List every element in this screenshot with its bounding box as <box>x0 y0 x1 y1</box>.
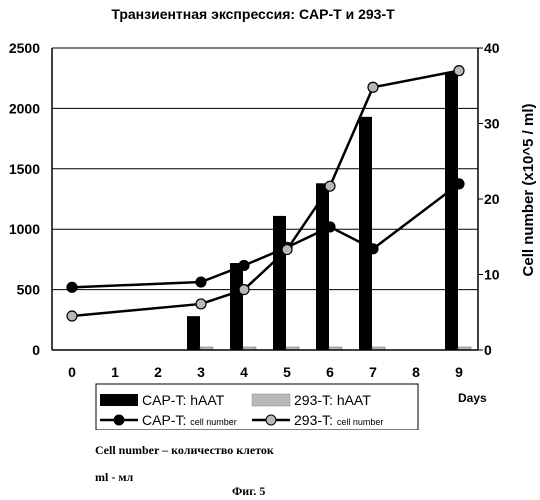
note-cell-number: Cell number – количество клеток <box>95 443 274 458</box>
y-tick-label: 500 <box>17 282 41 298</box>
data-point <box>196 299 206 309</box>
note-ml: ml - мл <box>95 470 133 485</box>
data-point <box>368 244 378 254</box>
x-tick-label: 1 <box>111 364 119 380</box>
y-tick-label: 2000 <box>9 100 40 116</box>
data-point <box>67 311 77 321</box>
bar <box>316 183 329 350</box>
series-line <box>72 184 459 287</box>
y2-tick-label: 30 <box>484 116 500 132</box>
legend: CAP-T: hAAT293-T: hAATCAP-T: cell number… <box>96 384 418 430</box>
x-tick-label: 6 <box>326 364 334 380</box>
x-tick-label: 8 <box>412 364 420 380</box>
bar <box>273 216 286 350</box>
legend-marker <box>266 415 276 425</box>
x-tick-label: 9 <box>455 364 463 380</box>
y-tick-label: 2500 <box>9 40 40 56</box>
x-tick-label: 7 <box>369 364 377 380</box>
data-point <box>67 282 77 292</box>
data-point <box>282 245 292 255</box>
y2-tick-label: 40 <box>484 40 500 56</box>
line-group <box>67 66 464 321</box>
x-tick-label: 4 <box>240 364 248 380</box>
x-tick-label: 5 <box>283 364 291 380</box>
bar <box>359 117 372 350</box>
legend-marker <box>114 415 124 425</box>
bar <box>187 316 200 350</box>
x-unit-label: Days <box>458 391 487 405</box>
bar-group <box>187 72 471 350</box>
x-tick-label: 0 <box>68 364 76 380</box>
data-point <box>325 222 335 232</box>
data-point <box>368 82 378 92</box>
y2-tick-label: 20 <box>484 191 500 207</box>
chart-title: Транзиентная экспрессия: CAP-T и 293-T <box>111 6 395 22</box>
x-tick-label: 3 <box>197 364 205 380</box>
x-tick-labels: 0 1 2 3 4 5 6 7 8 9 <box>68 364 463 380</box>
y-tick-label: 1500 <box>9 161 40 177</box>
legend-label: CAP-T: hAAT <box>142 392 225 408</box>
chart: Транзиентная экспрессия: CAP-T и 293-T 0… <box>0 0 540 430</box>
y-tick-labels: 0 500 1000 1500 2000 2500 <box>9 40 40 358</box>
data-point <box>196 277 206 287</box>
y2-tick-label: 0 <box>484 342 492 358</box>
legend-swatch <box>252 394 290 406</box>
data-point <box>454 179 464 189</box>
y-tick-label: 0 <box>32 342 40 358</box>
x-tick-label: 2 <box>154 364 162 380</box>
legend-swatch <box>100 394 138 406</box>
y2-axis-label: Cell number (x10^5 / ml) <box>520 104 537 277</box>
bar <box>230 263 243 350</box>
data-point <box>239 285 249 295</box>
data-point <box>325 181 335 191</box>
figure-caption: Фиг. 5 <box>232 484 265 499</box>
series-line <box>72 71 459 316</box>
bar <box>445 72 458 350</box>
axes <box>52 48 478 350</box>
data-point <box>454 66 464 76</box>
y2-tick-labels: 0 10 20 30 40 <box>478 40 500 358</box>
y-tick-label: 1000 <box>9 221 40 237</box>
grid-lines <box>52 48 478 290</box>
y2-tick-label: 10 <box>484 267 500 283</box>
legend-label: 293-T: hAAT <box>294 392 371 408</box>
data-point <box>239 260 249 270</box>
